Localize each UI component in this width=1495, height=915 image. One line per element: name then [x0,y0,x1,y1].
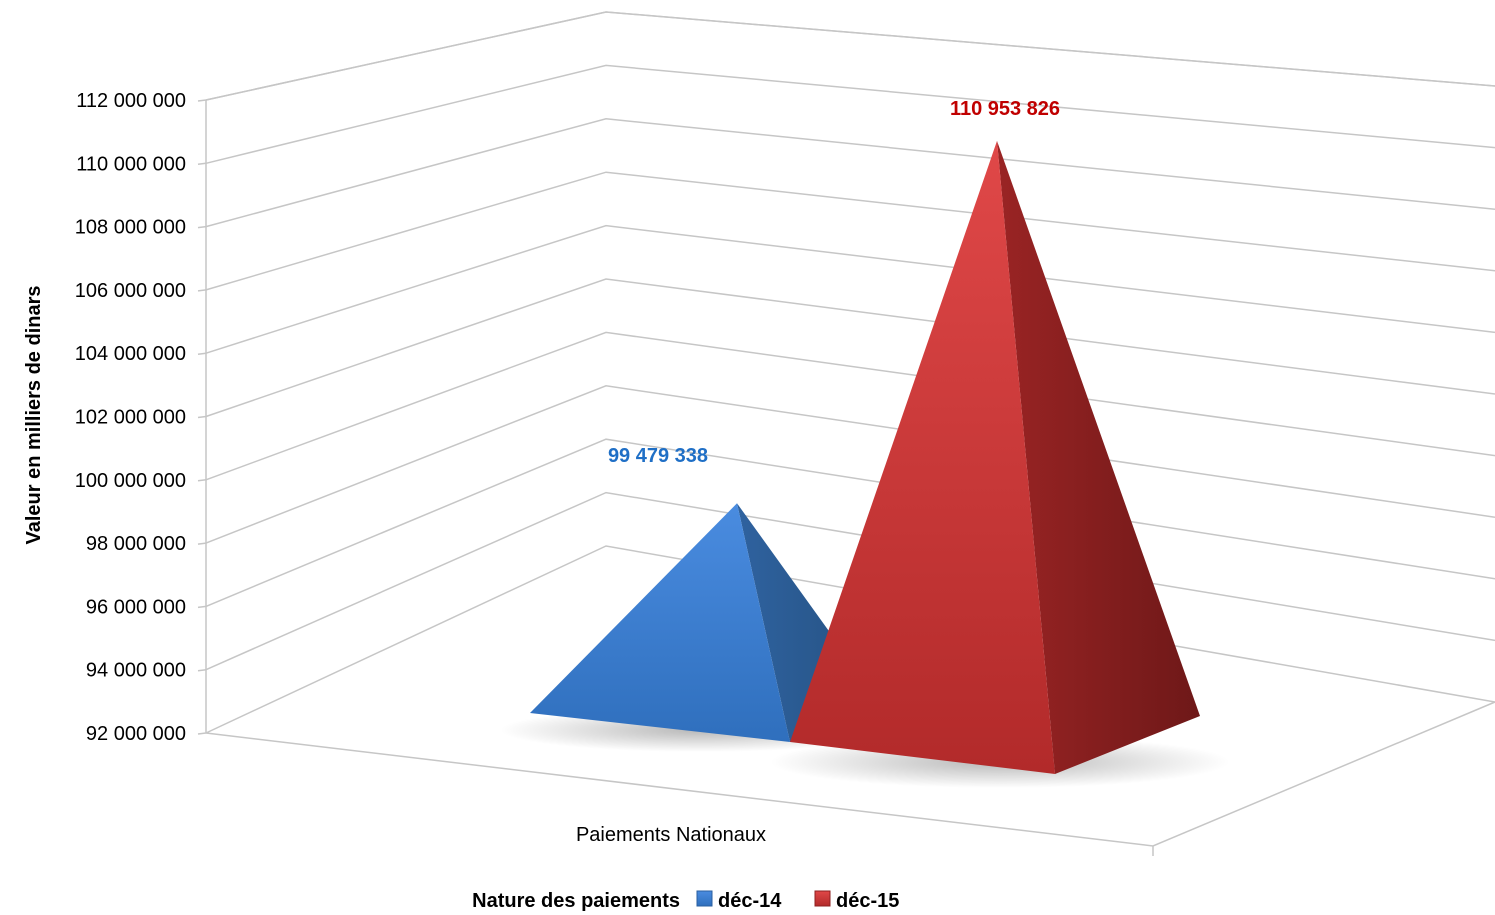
y-tick-mark [197,479,207,482]
pyramid-front-déc-14 [530,503,790,742]
legend: Nature des paiements déc-14 déc-15 [472,890,899,912]
gridline [205,491,1495,671]
y-tick-mark [197,415,207,419]
gridline [205,64,1495,165]
gridline [205,545,1495,734]
gridline [205,118,1495,228]
y-tick-mark [197,352,207,355]
y-tick-label: 112 000 000 [76,90,186,112]
y-tick-label: 108 000 000 [75,217,186,239]
legend-swatch-dec15 [814,890,831,907]
data-label-déc-15: 110 953 826 [950,98,1060,120]
y-tick-label: 110 000 000 [76,153,186,175]
legend-label-dec15: déc-15 [836,890,899,912]
category-label: Paiements Nationaux [576,824,766,846]
y-tick-mark [197,162,207,166]
y-tick-label: 92 000 000 [86,723,186,745]
legend-swatch-dec14 [696,890,713,907]
y-tick-label: 104 000 000 [75,343,186,365]
y-tick-mark [197,668,207,672]
y-tick-mark [197,99,207,102]
y-tick-mark [197,542,207,545]
back-wall-top-edge [205,11,1495,101]
legend-label-dec14: déc-14 [718,890,782,912]
gridline [205,331,1495,481]
y-tick-mark [197,605,207,609]
y-tick-label: 102 000 000 [75,407,186,429]
y-tick-mark [197,289,207,292]
gridline [205,278,1495,418]
pyramid-front-déc-15 [790,140,1055,774]
y-tick-mark [197,732,207,735]
gridline [205,224,1495,354]
pyramid-side-déc-15 [997,140,1200,774]
y-axis-tick-labels: 92 000 000 94 000 000 96 000 000 98 000 000… [75,90,186,745]
y-tick-label: 100 000 000 [75,470,186,492]
y-tick-label: 96 000 000 [86,596,186,618]
gridline [205,11,1495,101]
y-tick-label: 106 000 000 [75,280,186,302]
y-tick-mark [197,225,207,229]
gridline [205,385,1495,544]
y-axis-title: Valeur en milliers de dinars [23,285,45,544]
gridlines [197,11,1495,735]
data-label-déc-14: 99 479 338 [608,445,708,467]
y-tick-label: 98 000 000 [86,533,186,555]
gridline [205,171,1495,291]
legend-title: Nature des paiements [472,890,680,912]
y-tick-label: 94 000 000 [86,660,186,682]
pyramid-series: 99 479 338 110 953 826 [500,98,1230,788]
gridline [205,438,1495,608]
